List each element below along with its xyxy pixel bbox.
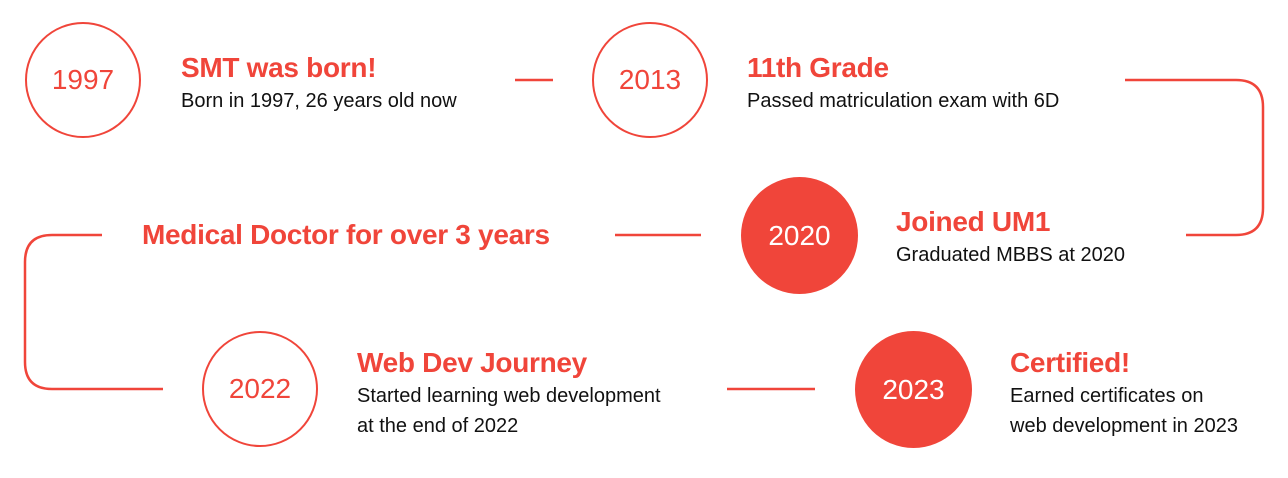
description-line: Passed matriculation exam with 6D: [747, 90, 1060, 112]
year-label: 2022: [228, 373, 292, 404]
year-circle-2023: 2023: [855, 331, 972, 448]
milestone-title-2022: Web Dev Journey: [357, 347, 587, 378]
description-line: Graduated MBBS at 2020: [896, 244, 1126, 266]
year-label: 1997: [51, 64, 115, 95]
milestone-title-2020: Joined UM1: [896, 206, 1051, 237]
milestone-description-2023: Earned certificates on web development i…: [1010, 381, 1238, 441]
connector-note-2022: [23, 233, 163, 391]
year-label: 2013: [618, 64, 682, 95]
milestone-title-1997: SMT was born!: [181, 52, 377, 83]
year-label: 2023: [882, 373, 945, 405]
description-line: Earned certificates on: [1010, 385, 1204, 407]
milestone-description-1997: Born in 1997, 26 years old now: [181, 86, 457, 116]
description-line: at the end of 2022: [357, 415, 519, 437]
description-line: web development in 2023: [1010, 415, 1238, 437]
year-circle-1997: 1997: [25, 22, 141, 138]
year-circle-2013: 2013: [592, 22, 708, 138]
year-circle-2022: 2022: [202, 331, 318, 447]
milestone-description-2013: Passed matriculation exam with 6D: [747, 86, 1059, 116]
milestone-title-2023: Certified!: [1010, 347, 1130, 378]
note-title: Medical Doctor for over 3 years: [142, 219, 550, 250]
year-circle-2020: 2020: [741, 177, 858, 294]
description-line: Started learning web development: [357, 385, 661, 407]
connector-2013-2020: [1125, 78, 1265, 237]
milestone-description-2020: Graduated MBBS at 2020: [896, 240, 1125, 270]
description-line: Born in 1997, 26 years old now: [181, 90, 457, 112]
year-label: 2020: [768, 219, 831, 251]
milestone-title-2013: 11th Grade: [747, 52, 889, 83]
milestone-description-2022: Started learning web development at the …: [357, 381, 661, 441]
